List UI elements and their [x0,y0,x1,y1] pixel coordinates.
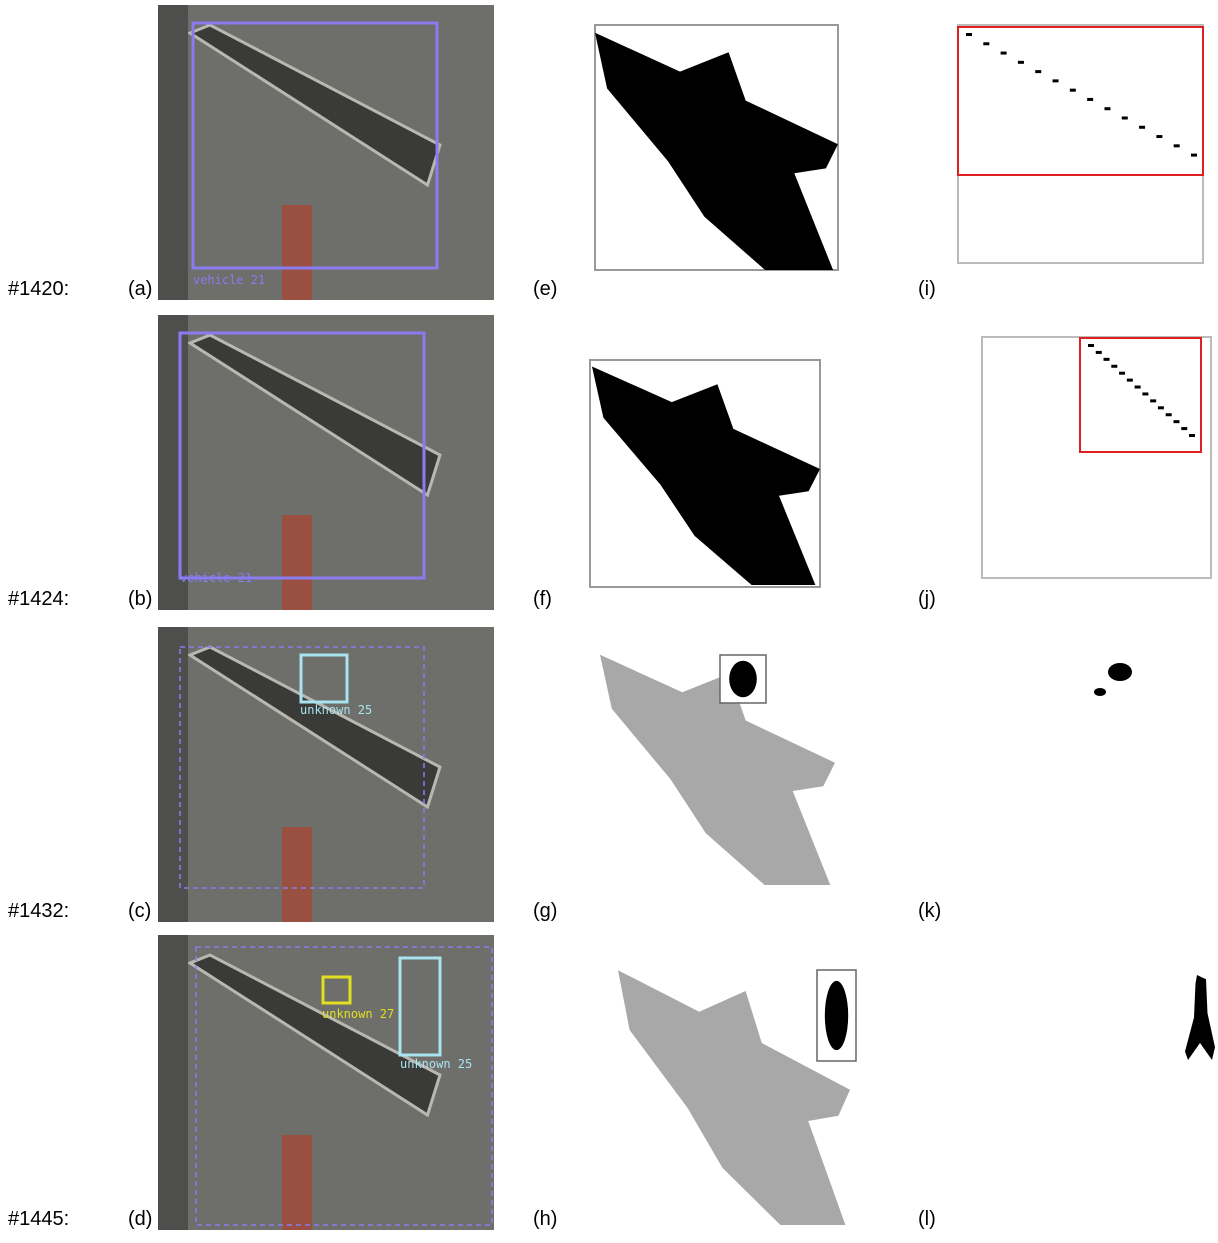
panel-label: (e) [533,278,557,300]
wall [158,935,188,1230]
residual-pixel [1104,358,1110,361]
residual-pixel [966,33,972,36]
residual-pixel [1001,52,1007,55]
foreground-mask [592,367,820,586]
photo [158,5,494,300]
frame-number: #1432: [8,900,69,922]
panel-label: (j) [918,588,936,610]
panel-label: (c) [128,900,151,922]
residual-pixel [1156,135,1162,138]
residual-pixel [1122,116,1128,119]
panel-label: (a) [128,278,152,300]
residual-pixel [1018,61,1024,64]
residual-blob [1094,688,1106,696]
residual-pixel [1173,420,1179,423]
residual-pixel [1181,427,1187,430]
region-box [1080,338,1201,452]
residual-pixel [1088,344,1094,347]
residual-pixel [1087,98,1093,101]
track-label: vehicle 21 [180,571,252,585]
panel-label: (i) [918,278,936,300]
photo [158,315,494,610]
cone [282,1135,312,1230]
residual-pixel [1142,392,1148,395]
foreground-mask [618,970,850,1225]
panel-label: (b) [128,588,152,610]
object-mask [729,661,757,697]
residual-pixel [1150,399,1156,402]
residual-pixel [1096,351,1102,354]
residual-pixel [1070,89,1076,92]
residual-pixel [1158,406,1164,409]
residual-pixel [1127,379,1133,382]
region-box [958,27,1203,175]
panel-label: (l) [918,1208,936,1230]
photo [158,627,494,922]
cone [282,205,312,300]
residual-pixel [1166,413,1172,416]
panel-label: (g) [533,900,557,922]
cone [282,515,312,610]
residual-pixel [1119,372,1125,375]
region-frame [958,25,1203,263]
residual-pixel [1139,126,1145,129]
residual-pixel [1053,79,1059,82]
track-label: vehicle 21 [193,273,265,287]
panel-label: (d) [128,1208,152,1230]
residual-pixel [1135,386,1141,389]
residual-pixel [1111,365,1117,368]
residual-pixel [983,42,989,45]
residual-pixel [1035,70,1041,73]
person-mask [1185,975,1215,1060]
frame-number: #1420: [8,278,69,300]
region-frame [982,337,1211,578]
residual-pixel [1189,434,1195,437]
object-mask [825,981,848,1050]
wall [158,5,188,300]
track-label: unknown 25 [300,703,372,717]
panel-label: (f) [533,588,552,610]
frame-number: #1424: [8,588,69,610]
panel-label: (k) [918,900,941,922]
track-label: unknown 25 [400,1057,472,1071]
residual-pixel [1104,107,1110,110]
figure: #1420: (a) (e) (i) vehicle 21 #1424: (b) (f) (j)… [0,0,1218,1243]
wall [158,627,188,922]
foreground-mask [600,655,835,885]
foreground-mask [595,33,838,270]
frame-number: #1445: [8,1208,69,1230]
residual-blob [1108,663,1132,681]
track-label: unknown 27 [322,1007,394,1021]
residual-pixel [1191,154,1197,157]
cone [282,827,312,922]
residual-pixel [1174,144,1180,147]
photo [158,935,494,1230]
wall [158,315,188,610]
panel-label: (h) [533,1208,557,1230]
